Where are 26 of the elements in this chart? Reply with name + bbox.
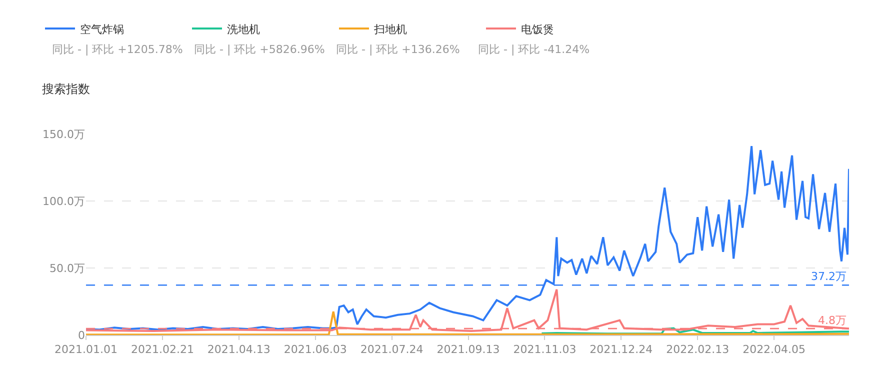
x-tick-label: 2021.11.03 (513, 343, 576, 356)
text: 同比 - | 环比 +136.26% (336, 43, 460, 56)
y-tick-label: 50.0万 (50, 262, 85, 275)
y-axis-title: 搜索指数 (42, 82, 90, 96)
y-tick-label: 0 (78, 328, 85, 342)
x-tick-label: 2021.04.13 (207, 343, 270, 356)
y-tick-label: 150.0万 (42, 128, 85, 141)
x-tick-label: 2022.02.13 (666, 343, 730, 356)
text: 同比 - | 环比 +5826.96% (194, 43, 325, 56)
ref-line-label: 37.2万 (811, 270, 846, 283)
legend-label: 扫地机 (373, 22, 407, 36)
legend-label: 电饭煲 (521, 22, 554, 36)
ref-line-label: 4.8万 (818, 314, 846, 327)
x-tick-label: 2021.07.24 (360, 343, 424, 356)
x-tick-label: 2021.01.01 (54, 343, 118, 356)
text: 同比 - | 环比 -41.24% (478, 43, 590, 56)
x-tick-label: 2021.12.24 (590, 343, 653, 356)
x-tick-label: 2021.02.21 (130, 343, 194, 356)
x-tick-label: 2021.09.13 (436, 343, 500, 356)
line-series (86, 145, 849, 331)
legend-label: 空气炸锅 (80, 22, 124, 36)
x-tick-label: 2022.04.05 (742, 343, 806, 356)
y-tick-label: 100.0万 (42, 194, 85, 208)
text: 同比 - | 环比 +1205.78% (52, 43, 183, 56)
x-tick-label: 2021.06.03 (284, 343, 347, 356)
legend-label: 洗地机 (227, 22, 260, 36)
